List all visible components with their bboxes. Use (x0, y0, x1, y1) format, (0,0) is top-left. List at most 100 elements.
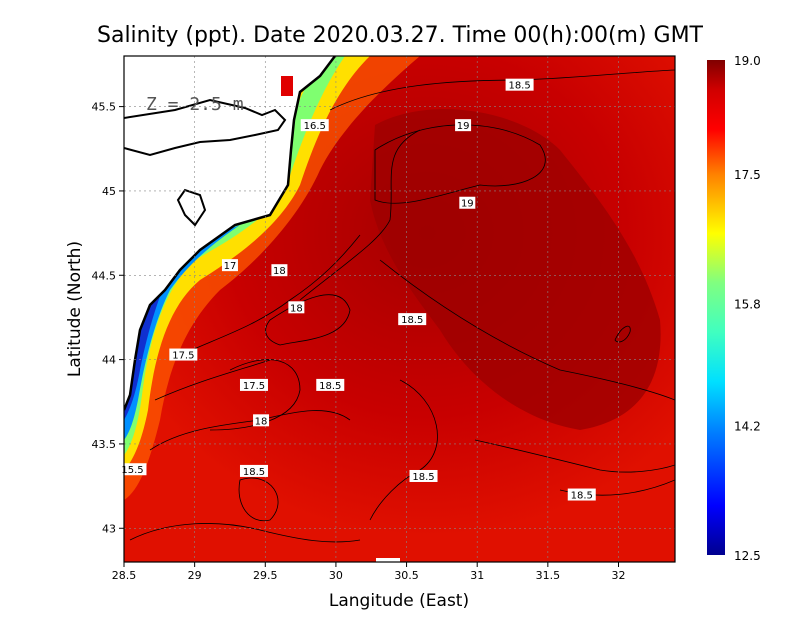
contour-label: 19 (459, 196, 476, 210)
contour-label-box (455, 119, 472, 132)
river-mouth-marker (281, 76, 293, 96)
plot-frame (123, 55, 676, 563)
contour-label-box (118, 463, 147, 476)
contour-label: 16.5 (300, 119, 329, 132)
contour-labels: 18.5 19 16.5 19 17 18 18 18.5 17.5 17.5 18.5 18 15.5… (118, 78, 596, 502)
contour-label-box (300, 119, 329, 132)
contour-label-box (253, 414, 270, 427)
x-tick-label: 31 (470, 569, 484, 582)
contour-label-text: 19 (457, 121, 470, 132)
chart-title: Salinity (ppt). Date 2020.03.27. Time 00… (97, 23, 704, 48)
contour-label-box (271, 264, 288, 277)
high-salinity-region (370, 109, 661, 431)
contour-label-text: 18.5 (508, 81, 530, 92)
contour-line (154, 359, 271, 401)
contour-label-text: 18.5 (319, 381, 341, 392)
contour-line (299, 129, 421, 301)
contour-label-box (239, 464, 268, 477)
contour-label-text: 17.5 (243, 381, 265, 392)
contour-label: 18.5 (505, 78, 534, 92)
y-tick-label: 43.5 (92, 438, 117, 451)
contour-line (379, 259, 675, 401)
contour-line (169, 234, 361, 361)
coastal-deep-blue-band (124, 262, 175, 420)
contour-line (265, 294, 351, 346)
shallow-marker (376, 558, 400, 562)
colorbar-scale (707, 60, 725, 555)
y-tick-label: 45 (102, 185, 116, 198)
y-tick-label: 44 (102, 354, 116, 367)
contour-label-text: 18.5 (412, 472, 434, 483)
contour-label-text: 17.5 (172, 351, 194, 362)
x-tick-label: 28.5 (112, 569, 137, 582)
contour-line (209, 359, 301, 431)
colorbar-tick-label: 12.5 (734, 549, 761, 563)
contour-label-text: 18 (273, 266, 286, 277)
contour-label-text: 15.5 (121, 465, 143, 476)
colorbar-tick-label: 14.2 (734, 420, 761, 434)
y-ticks: 43 43.5 44 44.5 45 45.5 (92, 101, 124, 535)
contour-label-text: 16.5 (304, 121, 326, 132)
contour-label-text: 18 (290, 303, 303, 314)
contour-label-text: 19 (461, 199, 474, 210)
contour-label-box (288, 301, 305, 314)
contour-line (129, 523, 361, 543)
contour-label: 17.5 (239, 378, 268, 392)
contour-line (369, 379, 438, 521)
contour-label: 18.5 (409, 469, 438, 483)
coastline (124, 56, 336, 411)
x-tick-label: 29.5 (253, 569, 278, 582)
contour-label: 18.5 (398, 313, 427, 326)
coastal-yellow-band (124, 56, 370, 470)
contour-label: 18.5 (239, 464, 268, 478)
contour-label-box (316, 378, 345, 391)
contour-label: 18 (288, 301, 305, 314)
contour-label-text: 18.5 (571, 491, 593, 502)
contour-line (238, 477, 279, 522)
depth-label: Z = 2.5 m (146, 94, 244, 115)
contour-label: 19 (455, 119, 472, 132)
map-area (124, 56, 675, 562)
colorbar-ticks: 12.5 14.2 15.8 17.5 19.0 (734, 54, 761, 563)
colorbar: 12.5 14.2 15.8 17.5 19.0 (707, 54, 761, 563)
contour-label-box (567, 488, 596, 501)
contour-label-box (169, 348, 198, 361)
contour-label: 18 (271, 264, 288, 277)
contour-label-box (505, 78, 534, 91)
x-tick-label: 30.5 (394, 569, 419, 582)
contour-label-box (239, 378, 268, 391)
x-axis-label: Langitude (East) (329, 591, 469, 611)
contour-label: 18.5 (316, 378, 345, 392)
lagoon-outline-2 (176, 188, 207, 227)
contour-line (474, 439, 675, 473)
y-tick-label: 45.5 (92, 101, 117, 114)
x-tick-label: 32 (611, 569, 625, 582)
contour-label: 17 (221, 259, 238, 272)
contour-label-box (221, 259, 238, 272)
contour-label: 17.5 (169, 348, 198, 362)
colorbar-tick-label: 19.0 (734, 54, 761, 68)
contour-label-box (409, 469, 438, 482)
contour-label-box (398, 313, 427, 326)
colorbar-tick-label: 17.5 (734, 168, 761, 182)
contour-label-text: 18 (255, 416, 268, 427)
grid (124, 56, 675, 562)
contour-label-text: 18.5 (401, 315, 423, 326)
lagoon-outline (124, 98, 287, 157)
y-tick-label: 43 (102, 522, 116, 535)
colorbar-tick-label: 15.8 (734, 298, 761, 312)
land-mass (124, 56, 335, 410)
y-axis-label: Latitude (North) (65, 241, 85, 377)
x-ticks: 28.5 29 29.5 30 30.5 31 31.5 32 (112, 562, 625, 582)
x-tick-label: 30 (329, 569, 343, 582)
x-tick-label: 31.5 (536, 569, 561, 582)
contour-label-box (459, 196, 476, 209)
contour-label: 18.5 (567, 488, 596, 502)
contour-label: 15.5 (118, 463, 147, 476)
x-tick-label: 29 (188, 569, 202, 582)
contour-label-text: 18.5 (243, 467, 265, 478)
contour-label: 18 (253, 414, 270, 427)
contour-line (374, 124, 546, 204)
y-tick-label: 44.5 (92, 269, 117, 282)
